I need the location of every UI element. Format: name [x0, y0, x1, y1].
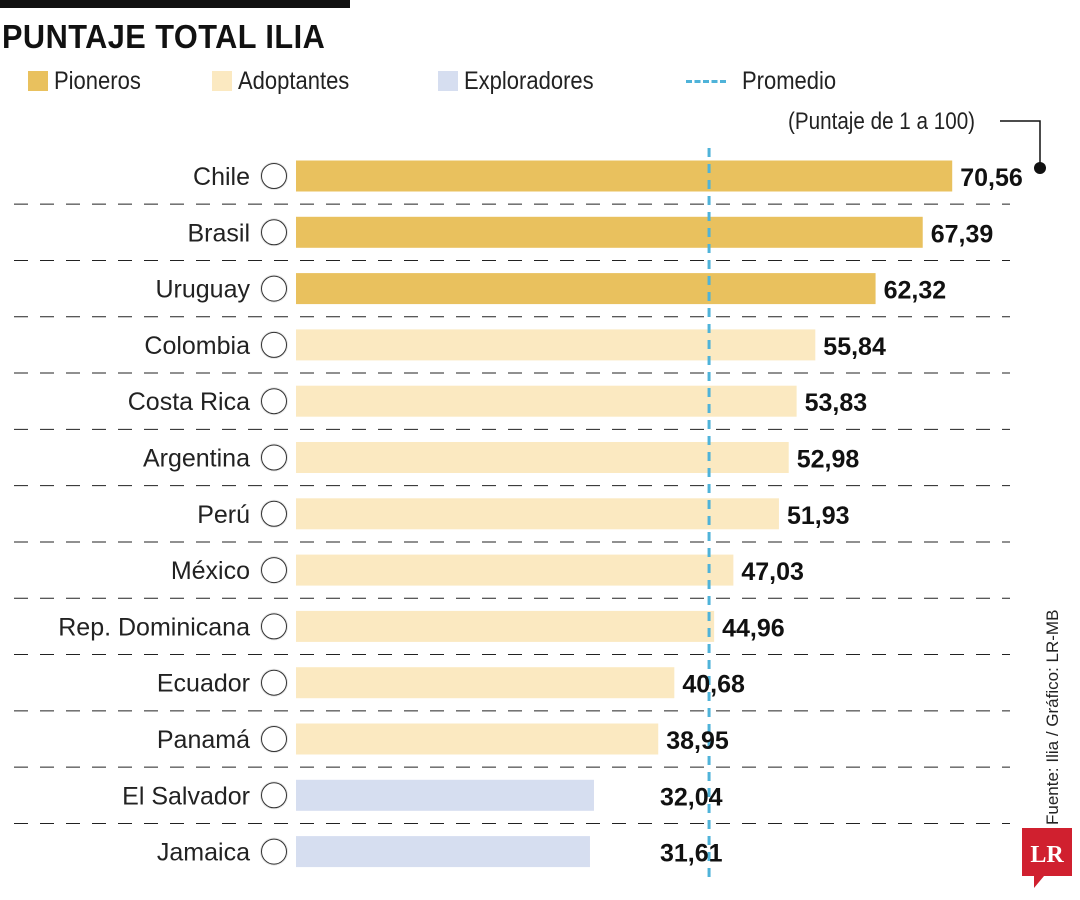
value-label: 31,61	[660, 840, 723, 868]
bar-rep-dominicana	[296, 610, 715, 642]
bar-colombia	[296, 329, 816, 361]
legend-dash-promedio	[686, 79, 726, 83]
bar-per-	[296, 498, 779, 530]
chart-title: PUNTAJE TOTAL ILIA	[2, 18, 326, 55]
country-label: Colombia	[144, 332, 250, 360]
country-label: Ecuador	[157, 670, 250, 698]
bar-uruguay	[296, 273, 876, 305]
value-label: 40,68	[682, 671, 745, 699]
legend-item-pioneros: Pioneros	[28, 64, 153, 98]
source-credit: Fuente: Ilia / Gráfico: LR-MB	[1043, 609, 1062, 825]
bar-el-salvador	[296, 779, 594, 811]
bar-argentina	[296, 442, 789, 473]
flags	[260, 162, 288, 866]
legend-item-promedio: Promedio	[686, 64, 849, 98]
flag-dominican-republic-icon	[261, 726, 287, 752]
legend-item-adoptantes: Adoptantes	[212, 64, 365, 98]
legend-item-exploradores: Exploradores	[438, 64, 611, 98]
note-callout-line	[1000, 120, 1041, 168]
legend-label-promedio: Promedio	[742, 66, 837, 95]
flag-el-salvador-icon	[261, 782, 287, 809]
flag-jamaica-icon	[261, 838, 287, 865]
country-label: Uruguay	[156, 276, 251, 304]
legend-label-adoptantes: Adoptantes	[238, 66, 350, 95]
legend: Pioneros Adoptantes Exploradores Promedi…	[0, 64, 1000, 98]
value-label: 51,93	[787, 502, 850, 530]
value-label: 52,98	[797, 446, 860, 474]
flag-costa-rica-icon	[261, 388, 287, 415]
country-label: Costa Rica	[128, 388, 250, 416]
flag-peru-icon	[261, 500, 287, 527]
bar-jamaica	[296, 836, 590, 868]
value-label: 70,56	[960, 164, 1023, 192]
value-label: 55,84	[823, 333, 886, 361]
value-label: 67,39	[931, 220, 994, 248]
flag-mexico-icon	[261, 557, 287, 584]
note-callout-dot	[1034, 162, 1046, 174]
value-label: 44,96	[722, 614, 785, 642]
title-bar-accent	[0, 0, 350, 8]
value-label: 53,83	[805, 389, 868, 417]
country-label: Perú	[197, 501, 250, 529]
flag-colombia-icon	[261, 331, 287, 358]
country-label: El Salvador	[122, 782, 250, 810]
value-label: 62,32	[884, 277, 947, 305]
value-labels: 70,56 67,39 62,32 55,84 53,83 52,98 51,93 47,03…	[660, 164, 1023, 868]
row-separators	[14, 203, 1010, 824]
flag-chile-icon	[261, 163, 287, 189]
lr-logo-text: LR	[1030, 842, 1064, 868]
bar-costa-rica	[296, 385, 797, 417]
bar-chile	[296, 160, 953, 192]
country-label: Jamaica	[157, 839, 250, 867]
country-labels: Chile Brasil Uruguay Colombia Costa Rica Arge…	[58, 163, 250, 867]
value-label: 47,03	[741, 558, 804, 586]
country-label: Chile	[193, 163, 250, 191]
legend-swatch-pioneros	[28, 71, 48, 91]
bar-panam-	[296, 723, 659, 755]
legend-label-pioneros: Pioneros	[54, 66, 141, 95]
bar-ecuador	[296, 667, 675, 699]
lr-logo: LR	[1022, 828, 1072, 888]
legend-swatch-adoptantes	[212, 71, 232, 91]
flag-ecuador-icon	[261, 669, 287, 696]
legend-label-exploradores: Exploradores	[464, 66, 594, 95]
flag-argentina-icon	[261, 444, 287, 471]
scale-note: (Puntaje de 1 a 100)	[788, 108, 976, 135]
flag-panama-icon	[261, 613, 287, 640]
bars	[296, 160, 953, 868]
country-label: Brasil	[187, 219, 250, 247]
value-label: 32,04	[660, 783, 723, 811]
bar-m-xico	[296, 554, 734, 586]
value-label: 38,95	[666, 727, 729, 755]
legend-swatch-exploradores	[438, 71, 458, 91]
country-label: Argentina	[143, 445, 250, 473]
flag-uruguay-icon	[261, 275, 287, 302]
country-label: Rep. Dominicana	[58, 613, 250, 641]
flag-brasil-icon	[261, 219, 287, 246]
country-label: México	[171, 557, 250, 585]
country-label: Panamá	[157, 726, 250, 754]
bar-brasil	[296, 216, 923, 248]
